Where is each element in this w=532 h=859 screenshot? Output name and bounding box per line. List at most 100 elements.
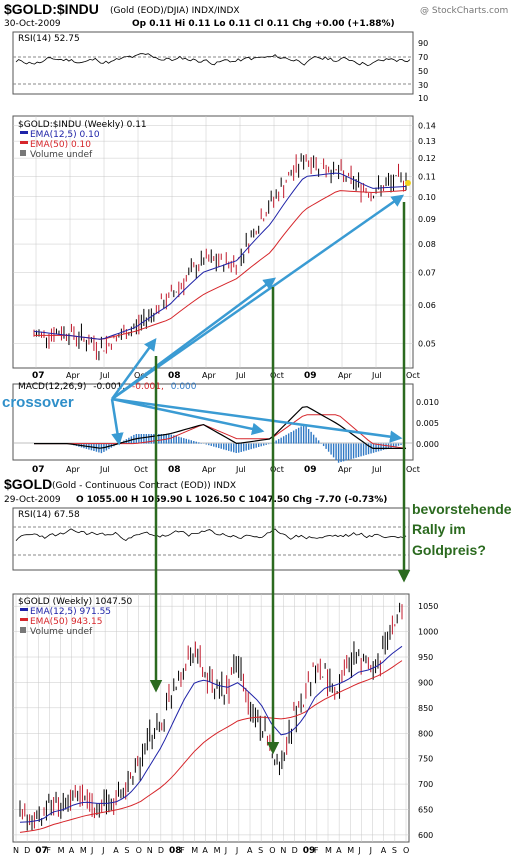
crossover-annotation: crossover <box>2 394 74 411</box>
gold-panel: $GOLD (Weekly) 1047.50 EMA(12,5) 971.55 … <box>12 593 438 856</box>
gold-x-label: J <box>235 846 238 855</box>
ratio-panel: $GOLD:$INDU (Weekly) 0.11 EMA(12,5) 0.10… <box>12 115 436 381</box>
gold-x-label: O <box>136 846 142 855</box>
gold-legend-ema12-swatch <box>20 608 28 611</box>
macd-tick-0.000: 0.000 <box>416 440 439 449</box>
ratio-legend-ema12-swatch <box>20 131 28 134</box>
rsi1-tick-70: 70 <box>418 53 428 62</box>
gold-x-label: A <box>247 846 253 855</box>
gold-tick-label: 800 <box>418 729 433 738</box>
gold-x-label: 08 <box>169 846 182 856</box>
macd-x-label: Apr <box>338 465 353 474</box>
rsi1-tick-10: 10 <box>418 94 428 103</box>
crossover-arrow-4 <box>110 398 124 446</box>
rsi1-tick-90: 90 <box>418 39 428 48</box>
macd-x-label: Apr <box>66 465 81 474</box>
ratio-tick-label: 0.05 <box>418 340 436 349</box>
gold-legend-volume-swatch <box>20 627 26 633</box>
rally-annotation-line3: Goldpreis? <box>412 542 486 558</box>
gold-tick-label: 600 <box>418 831 433 840</box>
gold-x-label: 09 <box>303 846 316 856</box>
ratio-x-label: Oct <box>406 371 420 380</box>
ratio-tick-label: 0.11 <box>418 173 436 182</box>
gold-x-label: 07 <box>35 846 48 856</box>
ratio-x-label: Jul <box>235 371 246 380</box>
ratio-last-marker <box>405 180 411 186</box>
gold-x-label: M <box>325 846 332 855</box>
gold-tick-label: 700 <box>418 780 433 789</box>
ratio-legend-ema50: EMA(50) 0.10 <box>30 140 91 150</box>
ratio-x-label: 09 <box>304 371 317 381</box>
gold-ticks: 1050 1000 950 900 850 800 750 700 650 600 <box>418 602 438 840</box>
rsi2-label: RSI(14) 67.58 <box>18 510 80 520</box>
crossover-arrows <box>110 194 405 446</box>
gold-x-label: A <box>336 846 342 855</box>
ratio-x-label: Jul <box>99 371 110 380</box>
gold-x-label: J <box>369 846 372 855</box>
gold-x-label: S <box>124 846 129 855</box>
rsi1-line <box>15 53 411 67</box>
rsi2-panel: RSI(14) 67.58 <box>12 507 410 571</box>
header1-date: 30-Oct-2009 <box>4 19 61 29</box>
macd-x-label: 08 <box>168 465 181 475</box>
ratio-ticks: 0.14 0.13 0.12 0.11 0.10 0.09 0.08 0.07 0.06 0.05 <box>418 121 436 348</box>
gold-x-label: J <box>90 846 93 855</box>
macd-label-prefix: MACD(12,26,9) <box>18 382 86 392</box>
gold-x-label: D <box>292 846 298 855</box>
header2-symbol: $GOLD <box>4 476 52 492</box>
gold-x-label: F <box>46 846 51 855</box>
macd-xlabels: 07 Apr Jul Oct 08 Apr Jul Oct 09 Apr Jul Oct <box>32 465 420 475</box>
header1-desc: (Gold (EOD)/DJIA) INDX/INDX <box>110 6 240 16</box>
rally-annotation-line2: Rally im <box>412 521 466 537</box>
ratio-tick-label: 0.08 <box>418 240 436 249</box>
ratio-x-label: Jul <box>371 371 382 380</box>
header2-date: 29-Oct-2009 <box>4 495 61 505</box>
ratio-x-label: Apr <box>202 371 217 380</box>
header1-quote: Op 0.11 Hi 0.11 Lo 0.11 Cl 0.11 Chg +0.0… <box>132 19 395 29</box>
gold-x-label: S <box>392 846 397 855</box>
crossover-arrow-6 <box>111 397 403 443</box>
macd-label-v3: 0.000 <box>171 382 197 392</box>
gold-tick-label: 750 <box>418 755 433 764</box>
ratio-tick-label: 0.06 <box>418 301 436 310</box>
ratio-x-label: Oct <box>134 371 148 380</box>
gold-x-label: M <box>214 846 221 855</box>
gold-legend-ema50-swatch <box>20 618 28 621</box>
gold-arrows <box>149 202 411 755</box>
gold-tick-label: 850 <box>418 704 433 713</box>
crossover-arrow-5 <box>111 397 265 436</box>
macd-x-label: 09 <box>304 465 317 475</box>
gold-legend-ema12: EMA(12,5) 971.55 <box>30 607 111 617</box>
ratio-tick-label: 0.10 <box>418 193 436 202</box>
gold-grid <box>13 594 409 842</box>
macd-x-label: Jul <box>99 465 110 474</box>
macd-x-label: Apr <box>202 465 217 474</box>
gold-x-label: F <box>314 846 319 855</box>
gold-x-label: D <box>158 846 164 855</box>
gold-legend-volume: Volume undef <box>30 627 93 637</box>
crossover-arrow-1 <box>110 337 157 400</box>
gold-tick-label: 900 <box>418 678 433 687</box>
gold-legend-ema50: EMA(50) 943.15 <box>30 617 102 627</box>
header1-symbol: $GOLD:$INDU <box>4 1 99 17</box>
gold-ema12-line <box>19 645 403 823</box>
gold-x-label: A <box>381 846 387 855</box>
gold-x-label: N <box>147 846 153 855</box>
gold-x-label: N <box>280 846 286 855</box>
ratio-tick-label: 0.14 <box>418 121 436 130</box>
gold-x-label: D <box>24 846 30 855</box>
rsi2-line <box>15 528 407 541</box>
gold-frame <box>12 593 410 843</box>
gold-ema50-line <box>19 660 403 833</box>
gold-x-label: A <box>113 846 119 855</box>
ratio-x-label: 07 <box>32 371 45 381</box>
gold-x-label: A <box>202 846 208 855</box>
macd-x-label: 07 <box>32 465 45 475</box>
rsi1-tick-50: 50 <box>418 67 428 76</box>
ratio-x-label: Apr <box>66 371 81 380</box>
macd-label-v1: -0.001, <box>93 382 125 392</box>
macd-x-label: Oct <box>406 465 420 474</box>
ratio-ema12-line <box>33 172 407 340</box>
ratio-tick-label: 0.07 <box>418 268 436 277</box>
gold-x-label: J <box>357 846 360 855</box>
